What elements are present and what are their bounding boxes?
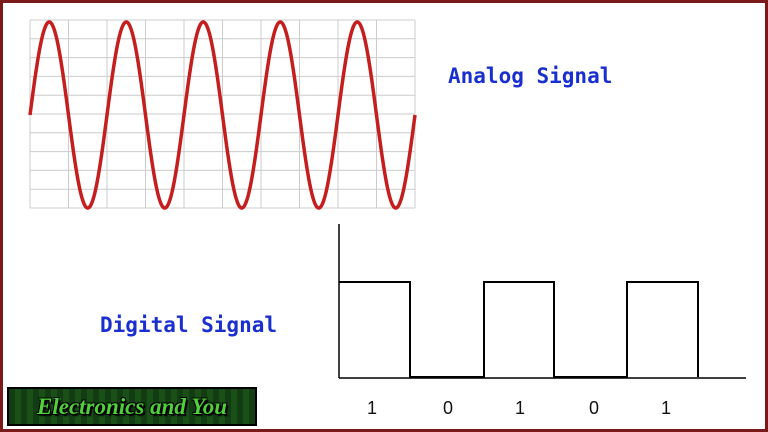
logo-text: Electronics and You bbox=[37, 393, 227, 419]
analog-signal-label: Analog Signal bbox=[448, 64, 613, 88]
digital-square-wave bbox=[339, 281, 699, 378]
analog-sine-wave bbox=[28, 20, 417, 210]
bit-label: 1 bbox=[514, 398, 525, 418]
bit-label: 1 bbox=[366, 398, 377, 418]
site-logo: Electronics and You bbox=[7, 387, 257, 426]
bit-label: 0 bbox=[588, 398, 599, 418]
bit-label: 0 bbox=[442, 398, 453, 418]
bit-label: 1 bbox=[660, 398, 671, 418]
digital-signal-label: Digital Signal bbox=[100, 313, 278, 337]
